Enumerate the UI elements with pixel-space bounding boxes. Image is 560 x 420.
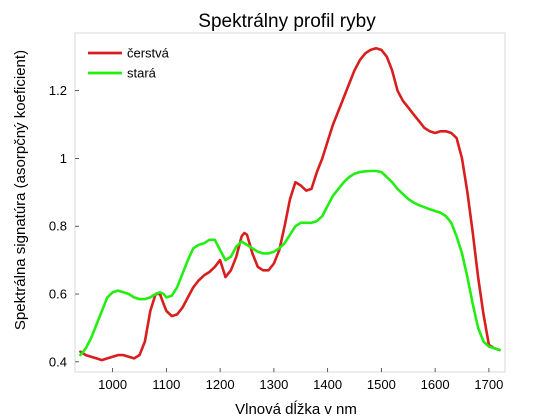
- x-tick-label: 1000: [98, 377, 127, 392]
- x-axis-label: Vlnová dĺžka v nm: [235, 400, 357, 418]
- y-tick-label: 0.6: [49, 287, 67, 302]
- legend: čerstvá stará: [88, 46, 170, 81]
- y-tick-label: 0.4: [49, 354, 67, 369]
- x-tick-label: 1600: [421, 377, 450, 392]
- x-tick-label: 1100: [152, 377, 180, 392]
- y-tick-label: 1.2: [49, 83, 67, 98]
- y-tick-label: 1: [60, 151, 67, 166]
- x-tick-label: 1500: [367, 377, 396, 392]
- x-tick-label: 1700: [474, 377, 503, 392]
- legend-label: čerstvá: [127, 46, 170, 61]
- series-layer: [79, 46, 501, 362]
- y-axis-label: Spektrálna signatúra (asorpčný koeficien…: [12, 50, 29, 330]
- y-tick-label: 0.8: [49, 219, 67, 234]
- x-tick-label: 1200: [206, 377, 235, 392]
- chart-title: Spektrálny profil ryby: [198, 11, 376, 32]
- x-tick-label: 1400: [313, 377, 342, 392]
- axes: 1000 1100 1200 1300 1400 1500 1600 1700 0.4 0.6 0.…: [49, 83, 503, 392]
- series-line-stará: [79, 169, 501, 357]
- x-tick-label: 1300: [259, 377, 288, 392]
- series-line-čerstvá: [79, 46, 501, 362]
- legend-label: stará: [127, 66, 157, 81]
